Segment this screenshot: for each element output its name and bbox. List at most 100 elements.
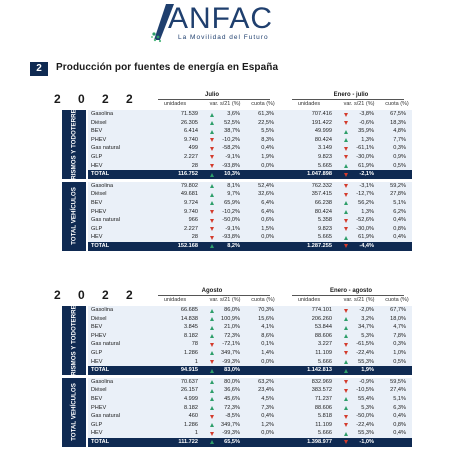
month-variation: -99,3% (222, 358, 240, 365)
ytd-share: 0,8% (393, 421, 406, 428)
arrow-up-icon (210, 423, 214, 428)
month-units: 70.637 (180, 378, 198, 385)
table-row: Gas natural 460 -8,5% 0,4% 5.818 -50,0% 0,4% (88, 412, 412, 421)
period-month-rule (158, 99, 270, 100)
ytd-units: 71.237 (314, 395, 332, 402)
column-header: unidades (163, 297, 187, 303)
fuel-label: TOTAL (91, 171, 110, 178)
fuel-label: Gasolina (91, 378, 114, 385)
ytd-share: 4,8% (393, 128, 406, 135)
group-rows: Gasolina 71.539 3,6% 61,3% 707.416 -3,8% 67,5%… (88, 110, 412, 179)
month-share: 0,0% (261, 358, 274, 365)
ytd-units: 3.227 (318, 341, 332, 348)
month-variation: 65,5% (224, 438, 240, 445)
month-variation: 8,1% (227, 182, 240, 189)
month-share: 6,4% (261, 199, 274, 206)
ytd-share: 0,3% (393, 145, 406, 152)
ytd-units: 1.287.255 (307, 242, 332, 249)
arrow-up-icon (210, 388, 214, 393)
arrow-up-icon (210, 129, 214, 134)
month-units: 1 (194, 358, 198, 365)
fuel-label: GLP (91, 225, 103, 232)
arrow-up-icon (210, 368, 214, 373)
table-row: BEV 9.724 65,9% 6,4% 66.238 56,2% 5,1% (88, 199, 412, 208)
month-share: 0,0% (261, 234, 274, 241)
fuel-label: HEV (91, 234, 103, 241)
month-share: 70,3% (258, 307, 274, 313)
arrow-up-icon (344, 334, 348, 339)
ytd-units: 206.260 (311, 315, 332, 322)
month-share: 32,6% (258, 191, 274, 198)
table-row: BEV 4.999 45,6% 4,5% 71.237 55,4% 5,1% (88, 395, 412, 404)
arrow-down-icon (210, 155, 214, 160)
arrow-up-icon (210, 397, 214, 402)
ytd-variation: -4,4% (359, 242, 374, 249)
ytd-share: 1,0% (393, 349, 406, 356)
arrow-up-icon (344, 406, 348, 411)
arrow-down-icon (344, 351, 348, 356)
group-side-label: TURISMOS Y TODOTERRENO (62, 296, 86, 384)
month-variation: 100,9% (221, 315, 240, 322)
month-units: 78 (191, 341, 198, 348)
period-ytd-rule (292, 99, 404, 100)
column-header: cuota (%) (385, 297, 409, 303)
month-share: 5,5% (261, 128, 274, 135)
group-side-text: TOTAL VEHÍCULOS (70, 383, 78, 442)
fuel-label: GLP (91, 153, 103, 160)
ytd-variation: 34,7% (358, 324, 374, 331)
table-row: Gasolina 66.685 86,0% 70,3% 774.101 -2,0% 67,7… (88, 306, 412, 315)
month-share: 1,5% (261, 225, 274, 232)
ytd-variation: -52,6% (356, 217, 374, 224)
table-row: Gasolina 70.637 80,0% 63,2% 832.969 -0,9% 59,5… (88, 378, 412, 387)
month-share: 8,3% (261, 136, 274, 143)
ytd-share: 5,1% (393, 395, 406, 402)
table-row: HEV 1 -99,3% 0,0% 5.666 55,3% 0,5% (88, 358, 412, 367)
ytd-variation: -50,0% (356, 413, 374, 420)
month-share: 1,4% (261, 349, 274, 356)
logo-mark-icon (151, 4, 174, 43)
ytd-variation: 55,3% (358, 430, 374, 437)
vehicle-group: TOTAL VEHÍCULOS Gasolina 70.637 80,0% 63,2% 8… (62, 377, 412, 447)
ytd-variation: 1,3% (361, 208, 374, 215)
arrow-up-icon (344, 164, 348, 169)
month-variation: 349,7% (221, 349, 240, 356)
ytd-units: 5.665 (318, 162, 332, 169)
ytd-variation: -12,7% (356, 191, 374, 198)
arrow-up-icon (210, 121, 214, 126)
ytd-units: 1.047.898 (307, 171, 332, 178)
fuel-label: Gas natural (91, 145, 120, 152)
month-variation: 3,6% (227, 111, 240, 117)
ytd-variation: 3,2% (361, 315, 374, 322)
fuel-label: Diésel (91, 315, 107, 322)
month-variation: 21,0% (224, 324, 240, 331)
month-variation: 65,9% (224, 199, 240, 206)
month-variation: -10,2% (222, 208, 240, 215)
arrow-up-icon (344, 325, 348, 330)
period-month-label: Julio (204, 92, 219, 98)
column-header: unidades (297, 101, 321, 107)
column-header: cuota (%) (251, 101, 275, 107)
ytd-units: 49.999 (314, 128, 332, 135)
arrow-up-icon (210, 112, 214, 117)
section-title: Producción por fuentes de energía en Esp… (56, 62, 279, 73)
month-variation: -9,1% (225, 153, 240, 160)
table-row: BEV 3.845 21,0% 4,1% 53.844 34,7% 4,7% (88, 323, 412, 332)
ytd-units: 53.844 (314, 324, 332, 331)
arrow-down-icon (344, 380, 348, 385)
month-units: 26.305 (180, 119, 198, 126)
ytd-units: 5.818 (318, 413, 332, 420)
month-units: 66.685 (180, 307, 198, 313)
arrow-up-icon (344, 138, 348, 143)
ytd-variation: -10,5% (356, 387, 374, 394)
table-row: Diésel 26.305 52,5% 22,5% 191.422 -0,6% 18,3% (88, 119, 412, 128)
month-variation: 8,2% (227, 242, 240, 249)
ytd-variation: 61,9% (358, 234, 374, 241)
ytd-units: 88.606 (314, 332, 332, 339)
fuel-label: Gasolina (91, 182, 114, 189)
group-side-text: TURISMOS Y TODOTERRENO (70, 296, 78, 385)
arrow-up-icon (344, 201, 348, 206)
ytd-units: 66.238 (314, 199, 332, 206)
month-units: 116.752 (178, 171, 198, 178)
month-variation: -50,0% (222, 217, 240, 224)
fuel-label: GLP (91, 349, 103, 356)
